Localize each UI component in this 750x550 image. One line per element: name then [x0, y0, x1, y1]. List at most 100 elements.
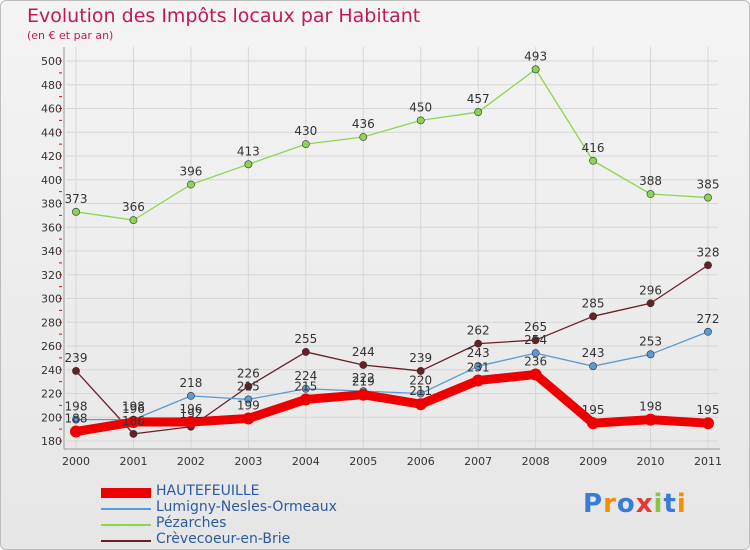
data-label: 231 — [467, 360, 490, 374]
x-tick-label: 2003 — [234, 455, 262, 468]
logo-letter: o — [616, 489, 636, 519]
y-tick-label: 400 — [41, 174, 62, 187]
data-point — [357, 388, 370, 401]
data-label: 224 — [294, 369, 317, 383]
logo-letter: i — [676, 489, 687, 519]
data-label: 211 — [409, 384, 432, 398]
data-point — [644, 413, 657, 426]
x-tick-label: 2008 — [522, 455, 550, 468]
data-label: 188 — [65, 412, 88, 426]
data-label: 196 — [179, 402, 202, 416]
data-point — [127, 416, 140, 428]
data-point — [472, 374, 485, 387]
data-point — [72, 207, 80, 216]
proxiti-logo: Proxiti — [583, 489, 687, 519]
x-tick-label: 2001 — [119, 455, 147, 468]
data-label: 236 — [524, 355, 547, 369]
data-label: 388 — [639, 174, 662, 188]
y-tick-label: 320 — [41, 269, 62, 282]
data-point — [187, 391, 195, 400]
data-label: 328 — [697, 245, 720, 259]
legend-label: Crèvecoeur-en-Brie — [156, 531, 291, 547]
y-tick-label: 200 — [41, 411, 62, 424]
data-label: 493 — [524, 49, 547, 63]
data-label: 196 — [122, 402, 145, 416]
legend-swatch — [101, 508, 151, 510]
data-label: 222 — [352, 371, 375, 385]
data-label: 253 — [639, 334, 662, 348]
series-line-3 — [75, 264, 709, 435]
data-label: 243 — [582, 346, 605, 360]
data-label: 262 — [467, 324, 490, 338]
y-tick-label: 440 — [41, 126, 62, 139]
logo-letter: P — [583, 489, 604, 519]
logo-letter: t — [663, 489, 677, 519]
data-label: 244 — [352, 345, 375, 359]
series-line-1 — [75, 331, 709, 421]
x-tick-label: 2011 — [694, 455, 722, 468]
x-tick-label: 2010 — [637, 455, 665, 468]
data-point — [646, 190, 655, 198]
data-point — [589, 156, 597, 165]
data-label: 373 — [65, 192, 88, 206]
y-tick-label: 340 — [41, 245, 62, 258]
data-point — [184, 416, 197, 428]
data-point — [474, 339, 483, 348]
data-label: 436 — [352, 117, 375, 131]
data-point — [416, 389, 425, 398]
data-label: 239 — [409, 351, 432, 365]
y-tick-label: 360 — [41, 221, 62, 234]
legend-label: Pézarches — [156, 515, 227, 531]
data-label: 199 — [237, 398, 260, 412]
data-label: 192 — [179, 407, 202, 421]
data-point — [301, 384, 310, 393]
data-point — [70, 425, 82, 438]
data-label: 239 — [65, 351, 88, 365]
data-point — [589, 362, 597, 371]
y-tick-label: 480 — [41, 79, 62, 92]
data-label: 226 — [237, 366, 260, 380]
y-tick-label: 260 — [41, 340, 62, 353]
data-label: 218 — [179, 376, 202, 390]
data-point — [416, 116, 425, 125]
data-point — [301, 140, 310, 149]
data-point — [704, 261, 712, 270]
data-point — [244, 382, 253, 391]
data-label: 416 — [582, 141, 605, 155]
data-label: 450 — [409, 100, 432, 114]
x-tick-label: 2000 — [62, 455, 90, 468]
y-tick-label: 220 — [41, 388, 62, 401]
data-label: 265 — [524, 320, 547, 334]
data-label: 215 — [237, 379, 260, 393]
data-label: 195 — [582, 403, 605, 417]
data-label: 195 — [697, 403, 720, 417]
data-point — [299, 393, 312, 406]
series-line-0 — [71, 370, 713, 436]
data-point — [587, 417, 600, 430]
data-point — [72, 415, 80, 424]
data-label: 430 — [294, 124, 317, 138]
y-tick-label: 500 — [41, 55, 62, 68]
data-point — [242, 412, 255, 425]
data-point — [244, 395, 253, 404]
y-tick-label: 180 — [41, 435, 62, 448]
logo-letter: r — [603, 489, 617, 519]
x-tick-label: 2002 — [177, 455, 205, 468]
data-label: 220 — [409, 374, 432, 388]
series-line-2 — [75, 68, 709, 221]
y-tick-label: 240 — [41, 364, 62, 377]
data-point — [244, 160, 253, 169]
legend-label: Lumigny-Nesles-Ormeaux — [156, 499, 337, 515]
data-point — [359, 361, 368, 369]
y-tick-label: 380 — [41, 198, 62, 211]
data-point — [702, 417, 714, 430]
data-label: 198 — [639, 400, 662, 414]
y-tick-label: 280 — [41, 316, 62, 329]
data-point — [646, 350, 655, 359]
data-point — [529, 368, 542, 381]
data-label: 255 — [294, 332, 317, 346]
x-tick-label: 2006 — [407, 455, 435, 468]
logo-letter: i — [653, 489, 664, 519]
